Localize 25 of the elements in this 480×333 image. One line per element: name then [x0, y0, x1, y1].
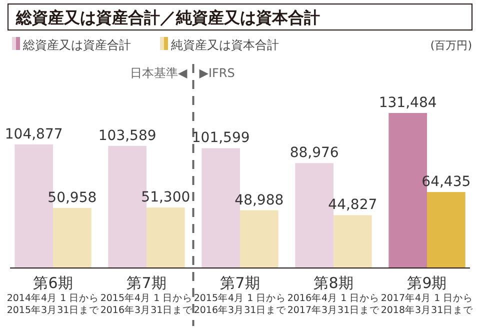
legend-label: 総資産又は資産合計 — [22, 38, 131, 52]
x-tick-label: 第8期 2016年4月 1 日から 2017年3月31日まで — [287, 274, 381, 316]
data-label: 51,300 — [141, 190, 190, 206]
bar — [146, 208, 185, 268]
bar — [53, 208, 92, 268]
text: ▶IFRS — [199, 66, 235, 80]
data-label: 88,976 — [290, 145, 339, 162]
data-label: 131,484 — [378, 95, 437, 111]
bar — [240, 210, 278, 268]
data-label: 48,988 — [234, 192, 284, 208]
data-label: 50,958 — [48, 190, 97, 206]
data-label: 104,877 — [4, 126, 63, 142]
bar — [426, 192, 466, 268]
data-label: 101,599 — [192, 130, 250, 146]
data-label: 103,589 — [98, 128, 156, 144]
x-tick-label: 第7期 2015年4月 1 日から 2016年3月31日まで — [194, 274, 288, 316]
chart-title: 総資産又は資産合計／純資産又は資本合計 — [15, 8, 320, 27]
text: 日本基準◀ — [130, 66, 188, 80]
bar — [333, 215, 372, 268]
x-tick-label: 第7期 2015年4月 1 日から 2016年3月31日まで — [100, 274, 194, 316]
x-tick-label: 第6期 2014年4月 1 日から 2015年3月31日まで — [6, 274, 100, 316]
text: (百万円) — [430, 39, 472, 52]
x-tick-label: 第9期 2017年4月 1 日から 2018年3月31日まで — [380, 274, 474, 316]
data-label: 44,827 — [328, 197, 378, 214]
legend-label: 純資産又は資本合計 — [171, 38, 279, 52]
